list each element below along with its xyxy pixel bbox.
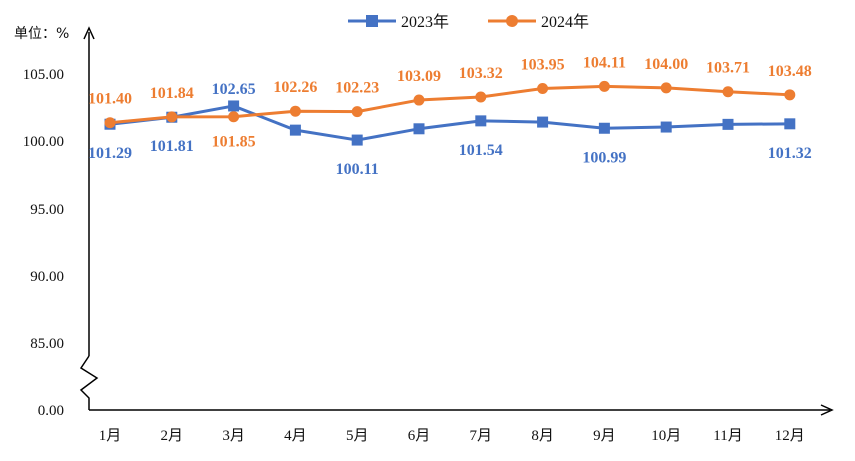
- x-tick-label: 12月: [775, 428, 805, 444]
- data-label: 100.11: [336, 161, 379, 178]
- data-point: [722, 86, 734, 98]
- data-point: [351, 106, 363, 118]
- series-line: [109, 104, 790, 142]
- legend-label: 2024年: [541, 13, 589, 31]
- data-point: [289, 105, 301, 117]
- data-point: [228, 100, 240, 112]
- data-labels: 101.29 101.81 102.65 100.11 101.54 100.99 101.…: [88, 54, 812, 178]
- data-point: [166, 111, 178, 123]
- y-tick-label: 85.00: [30, 336, 64, 352]
- x-tick-label: 9月: [593, 428, 616, 444]
- x-tick-label: 11月: [713, 428, 742, 444]
- y-unit-label: 单位：%: [14, 26, 69, 42]
- data-label: 101.29: [88, 145, 132, 162]
- data-point: [660, 121, 672, 133]
- x-tick-label: 4月: [284, 428, 307, 444]
- data-point: [413, 123, 425, 135]
- data-label: 101.81: [150, 138, 194, 155]
- legend-marker: [506, 15, 518, 27]
- data-point: [413, 94, 425, 106]
- data-label: 102.26: [273, 79, 317, 96]
- y-tick-labels: 0.00 85.00 90.00 95.00 100.00 105.00: [23, 67, 64, 419]
- x-tick-label: 8月: [531, 428, 554, 444]
- series-line: [109, 84, 790, 125]
- data-label: 101.32: [768, 145, 812, 162]
- x-axis-arrow: [820, 404, 834, 416]
- data-label: 101.85: [212, 134, 256, 151]
- data-point: [784, 89, 796, 101]
- y-axis-break: [79, 355, 99, 410]
- y-tick-label: 95.00: [30, 202, 64, 218]
- data-label: 103.09: [397, 68, 441, 85]
- data-label: 103.95: [521, 57, 565, 74]
- y-tick-label: 90.00: [30, 269, 64, 285]
- y-tick-label: 0.00: [38, 403, 64, 419]
- x-tick-label: 5月: [346, 428, 369, 444]
- data-point: [289, 124, 301, 136]
- legend-label: 2023年: [401, 13, 449, 31]
- data-label: 103.32: [459, 65, 503, 82]
- legend-marker: [366, 15, 378, 27]
- data-point: [475, 91, 487, 103]
- data-point: [228, 111, 240, 123]
- x-tick-label: 6月: [408, 428, 431, 444]
- data-label: 100.99: [582, 149, 626, 166]
- x-tick-label: 1月: [99, 428, 122, 444]
- data-point: [537, 83, 549, 95]
- data-label: 101.54: [459, 142, 503, 159]
- data-point: [104, 117, 116, 129]
- data-label: 104.00: [644, 56, 688, 73]
- data-label: 101.84: [150, 85, 194, 102]
- data-label: 104.11: [583, 54, 626, 71]
- data-point: [784, 118, 796, 130]
- axes: [79, 26, 834, 416]
- data-point: [475, 115, 487, 127]
- data-label: 102.23: [335, 80, 379, 97]
- data-point: [598, 80, 610, 92]
- data-label: 103.48: [768, 63, 812, 80]
- data-point: [351, 134, 363, 146]
- x-tick-labels: 1月 2月 3月 4月 5月 6月 7月 8月 9月 10月 11月 12月: [99, 428, 805, 444]
- series-layer: [104, 80, 796, 146]
- y-axis-arrow: [83, 26, 95, 40]
- x-tick-label: 2月: [161, 428, 184, 444]
- data-point: [722, 118, 734, 130]
- x-tick-label: 3月: [222, 428, 245, 444]
- data-point: [598, 122, 610, 134]
- x-tick-label: 7月: [470, 428, 493, 444]
- y-tick-label: 105.00: [23, 67, 64, 83]
- legend: 2023年 2024年: [348, 13, 589, 31]
- data-point: [660, 82, 672, 94]
- data-point: [537, 116, 549, 128]
- data-label: 102.65: [212, 81, 256, 98]
- data-label: 103.71: [706, 60, 750, 77]
- x-tick-label: 10月: [651, 428, 681, 444]
- data-label: 101.40: [88, 91, 132, 108]
- y-tick-label: 100.00: [23, 134, 64, 150]
